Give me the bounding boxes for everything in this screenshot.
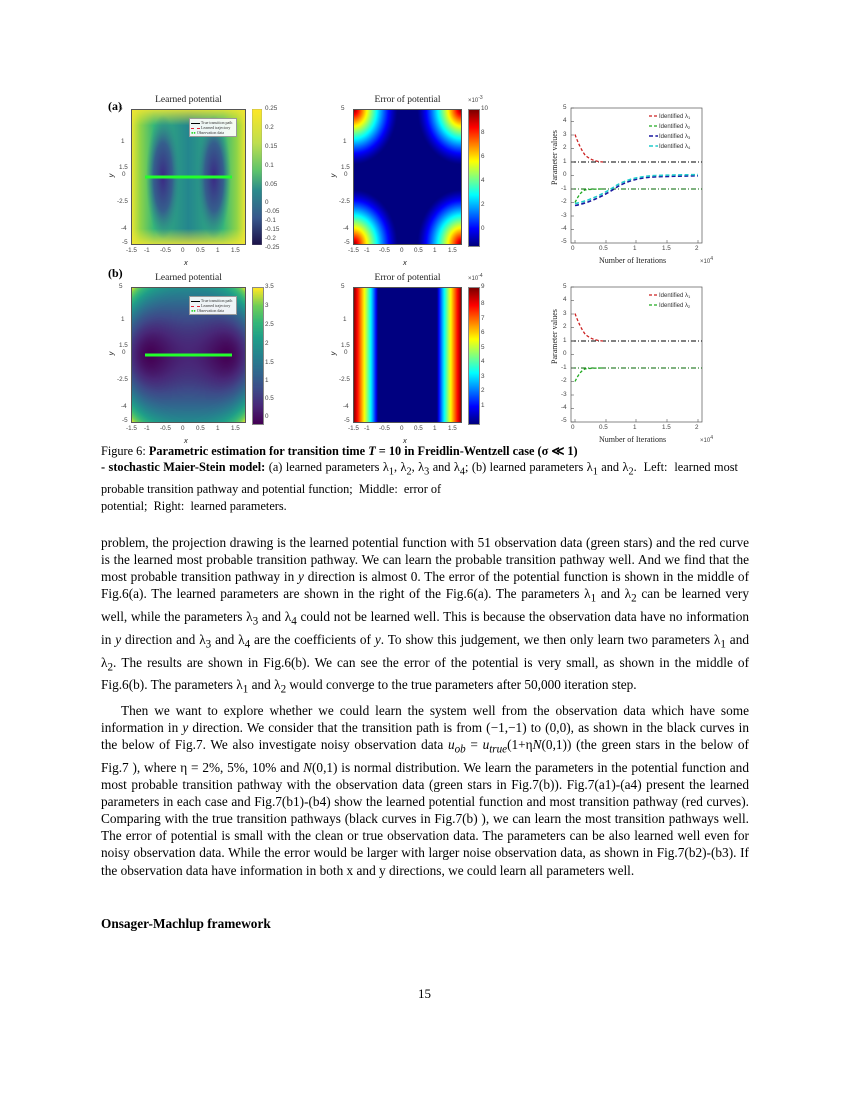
svg-text:Identified λ4: Identified λ4 xyxy=(659,144,691,150)
svg-text:Identified λ2: Identified λ2 xyxy=(659,303,691,309)
svg-text:Identified λ1: Identified λ1 xyxy=(659,114,691,120)
svg-text:Identified λ1: Identified λ1 xyxy=(659,293,691,299)
svg-text:Identified λ3: Identified λ3 xyxy=(659,134,691,140)
svg-text:Identified λ2: Identified λ2 xyxy=(659,124,691,130)
